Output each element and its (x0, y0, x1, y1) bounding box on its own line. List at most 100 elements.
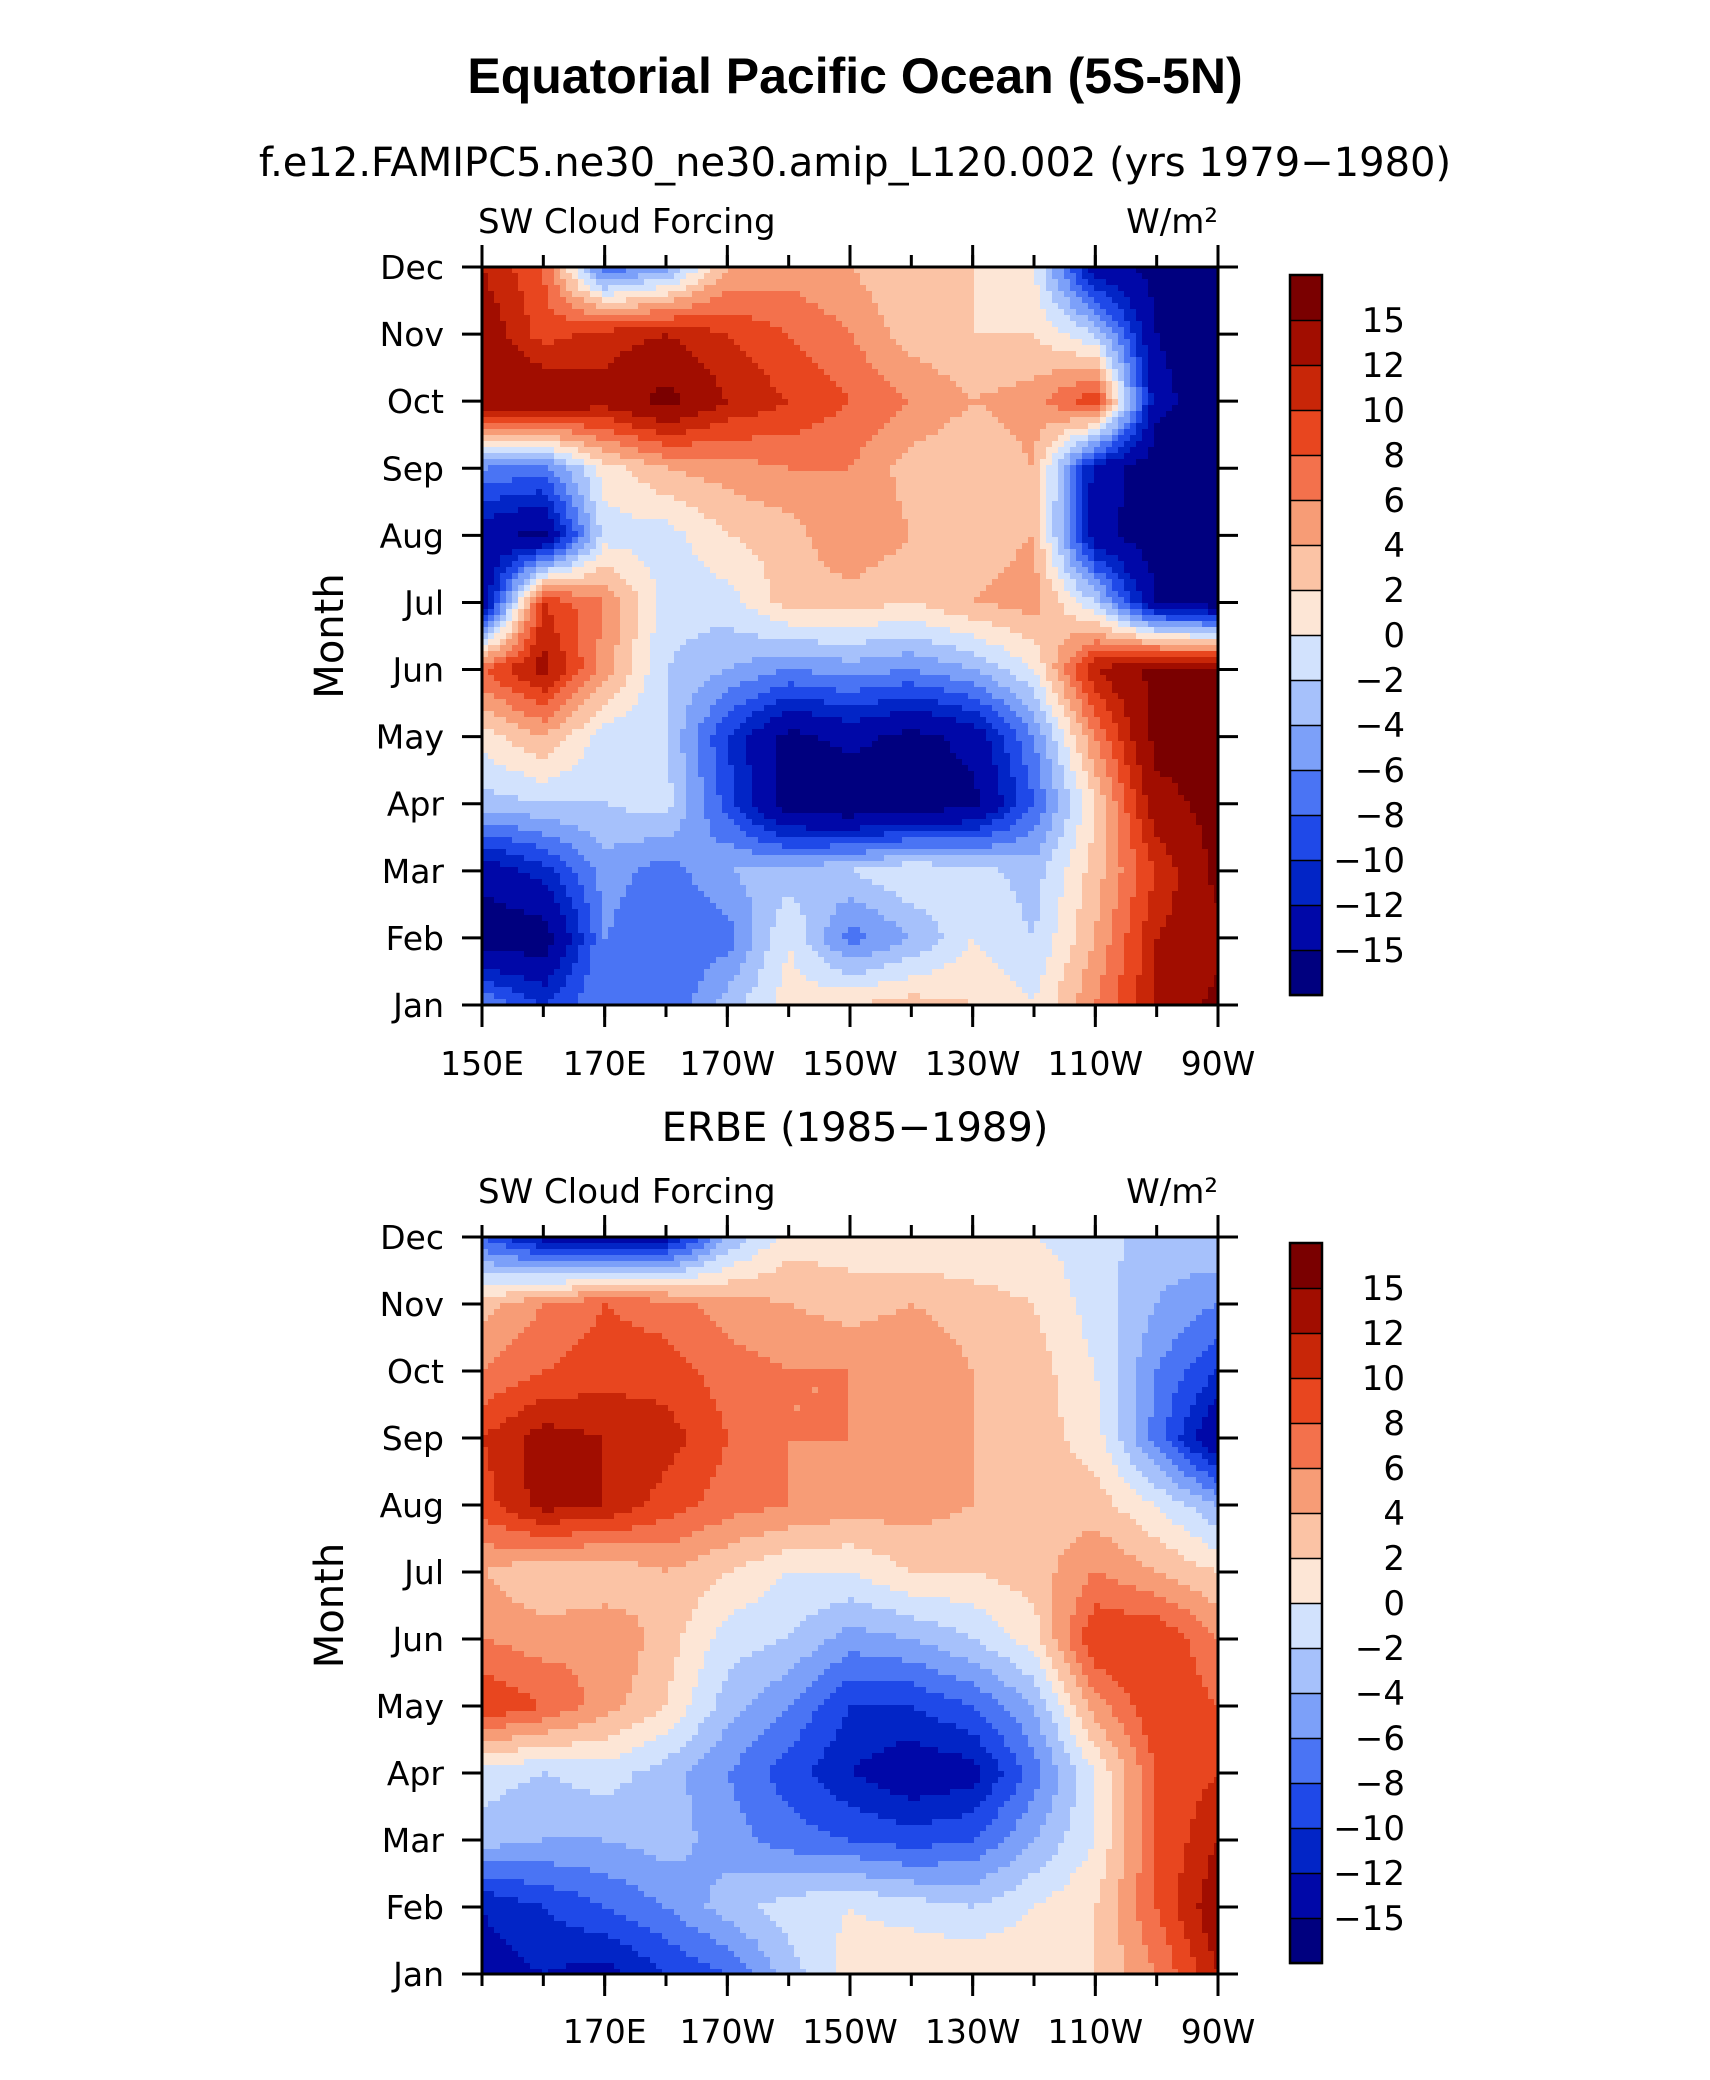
heatmap-cell (524, 507, 531, 514)
heatmap-cell (1154, 297, 1161, 304)
heatmap-cell (788, 321, 795, 328)
heatmap-cell (698, 435, 705, 442)
heatmap-cell (800, 333, 807, 340)
heatmap-cell (578, 393, 585, 400)
heatmap-cell (980, 483, 987, 490)
heatmap-cell (572, 381, 579, 388)
heatmap-cell (518, 393, 525, 400)
heatmap-cell (1118, 399, 1125, 406)
heatmap-cell (836, 387, 843, 394)
heatmap-cell (542, 411, 549, 418)
heatmap-cell (908, 441, 915, 448)
heatmap-cell (794, 333, 801, 340)
heatmap-cell (908, 471, 915, 478)
heatmap-cell (1208, 279, 1215, 286)
heatmap-cell (686, 435, 693, 442)
heatmap-cell (680, 435, 687, 442)
heatmap-cell (968, 399, 975, 406)
heatmap-cell (878, 345, 885, 352)
heatmap-cell (1214, 387, 1219, 394)
heatmap-cell (776, 351, 783, 358)
heatmap-cell (812, 441, 819, 448)
heatmap-cell (506, 483, 513, 490)
heatmap-cell (584, 333, 591, 340)
heatmap-cell (872, 471, 879, 478)
heatmap-cell (692, 363, 699, 370)
heatmap-cell (974, 417, 981, 424)
heatmap-cell (902, 339, 909, 346)
heatmap-cell (536, 483, 543, 490)
heatmap-cell (776, 267, 783, 274)
heatmap-cell (1202, 483, 1209, 490)
heatmap-cell (782, 495, 789, 502)
heatmap-cell (866, 381, 873, 388)
heatmap-cell (1160, 405, 1167, 412)
heatmap-cell (980, 387, 987, 394)
heatmap-cell (914, 495, 921, 502)
heatmap-cell (1154, 489, 1161, 496)
heatmap-cell (998, 291, 1005, 298)
heatmap-cell (1202, 375, 1209, 382)
heatmap-cell (650, 273, 657, 280)
heatmap-cell (1028, 387, 1035, 394)
heatmap-cell (800, 327, 807, 334)
heatmap-cell (614, 399, 621, 406)
heatmap-cell (638, 333, 645, 340)
heatmap-cell (1172, 501, 1179, 508)
heatmap-cell (1070, 297, 1077, 304)
heatmap-cell (842, 267, 849, 274)
heatmap-cell (938, 453, 945, 460)
heatmap-cell (1172, 411, 1179, 418)
heatmap-cell (1130, 477, 1137, 484)
heatmap-cell (800, 321, 807, 328)
heatmap-cell (734, 405, 741, 412)
heatmap-cell (1208, 387, 1215, 394)
heatmap-cell (758, 345, 765, 352)
heatmap-cell (896, 477, 903, 484)
heatmap-cell (674, 477, 681, 484)
heatmap-cell (1064, 471, 1071, 478)
heatmap-cell (596, 363, 603, 370)
heatmap-cell (836, 327, 843, 334)
heatmap-cell (788, 489, 795, 496)
heatmap-cell (1028, 495, 1035, 502)
heatmap-cell (758, 333, 765, 340)
heatmap-cell (596, 375, 603, 382)
heatmap-cell (1070, 291, 1077, 298)
heatmap-cell (902, 453, 909, 460)
heatmap-cell (776, 333, 783, 340)
heatmap-cell (866, 279, 873, 286)
heatmap-cell (1010, 489, 1017, 496)
heatmap-cell (578, 411, 585, 418)
heatmap-cell (1016, 369, 1023, 376)
heatmap-cell (1172, 363, 1179, 370)
heatmap-cell (1118, 327, 1125, 334)
heatmap-cell (1124, 483, 1131, 490)
heatmap-cell (1160, 321, 1167, 328)
heatmap-cell (734, 285, 741, 292)
heatmap-cell (590, 411, 597, 418)
heatmap-cell (788, 363, 795, 370)
heatmap-cell (1148, 489, 1155, 496)
heatmap-cell (1112, 381, 1119, 388)
heatmap-cell (908, 303, 915, 310)
heatmap-cell (1034, 477, 1041, 484)
heatmap-cell (1100, 483, 1107, 490)
heatmap-cell (968, 327, 975, 334)
heatmap-cell (632, 285, 639, 292)
heatmap-cell (716, 495, 723, 502)
heatmap-cell (1004, 333, 1011, 340)
heatmap-cell (488, 501, 495, 508)
heatmap-cell (1022, 309, 1029, 316)
heatmap-cell (518, 429, 525, 436)
heatmap-cell (542, 267, 549, 274)
heatmap-cell (572, 303, 579, 310)
heatmap-cell (518, 453, 525, 460)
heatmap-cell (656, 483, 663, 490)
heatmap-cell (722, 351, 729, 358)
heatmap-cell (710, 459, 717, 466)
heatmap-cell (842, 441, 849, 448)
heatmap-cell (806, 285, 813, 292)
heatmap-cell (734, 417, 741, 424)
heatmap-cell (842, 375, 849, 382)
